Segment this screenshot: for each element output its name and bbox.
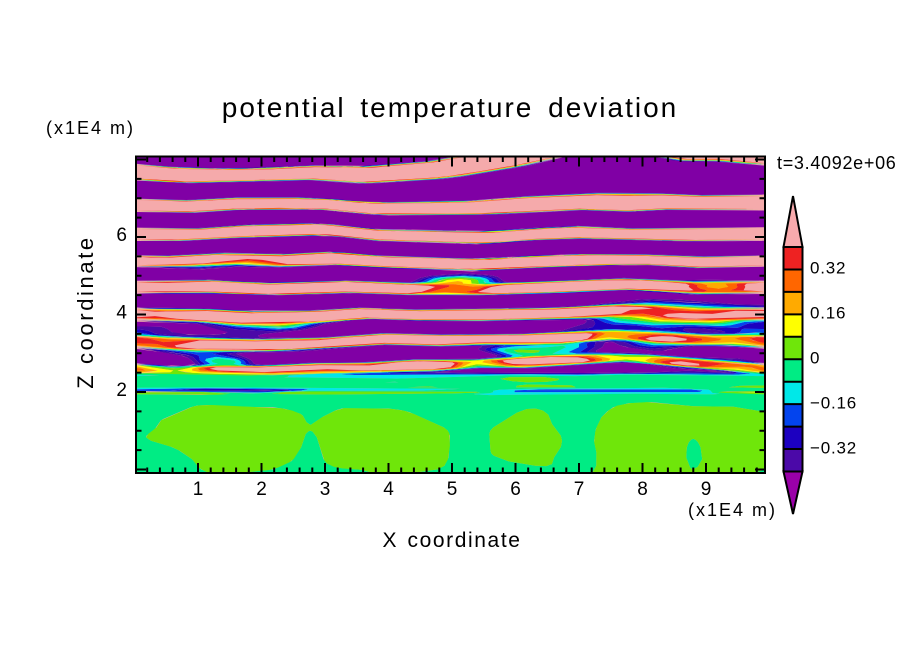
svg-text:2: 2	[116, 380, 127, 401]
svg-text:5: 5	[447, 479, 458, 500]
svg-text:potential temperature deviatio: potential temperature deviation	[222, 92, 678, 123]
svg-text:0.32: 0.32	[810, 259, 846, 278]
svg-text:−0.16: −0.16	[810, 394, 857, 413]
svg-text:t=3.4092e+06: t=3.4092e+06	[777, 153, 897, 173]
svg-text:8: 8	[637, 479, 648, 500]
svg-text:6: 6	[510, 479, 521, 500]
svg-text:3: 3	[320, 479, 331, 500]
svg-text:0.16: 0.16	[810, 304, 846, 323]
svg-text:1: 1	[193, 479, 204, 500]
svg-text:−0.32: −0.32	[810, 439, 857, 458]
svg-text:Z coordinate: Z coordinate	[73, 235, 98, 389]
svg-text:9: 9	[701, 479, 712, 500]
svg-text:7: 7	[574, 479, 585, 500]
svg-text:0: 0	[810, 349, 820, 368]
svg-text:(x1E4 m): (x1E4 m)	[46, 118, 135, 138]
svg-text:4: 4	[116, 302, 127, 323]
svg-text:2: 2	[256, 479, 267, 500]
svg-text:(x1E4 m): (x1E4 m)	[688, 500, 777, 520]
svg-text:6: 6	[116, 225, 127, 246]
svg-text:4: 4	[383, 479, 394, 500]
svg-text:X coordinate: X coordinate	[382, 529, 521, 552]
